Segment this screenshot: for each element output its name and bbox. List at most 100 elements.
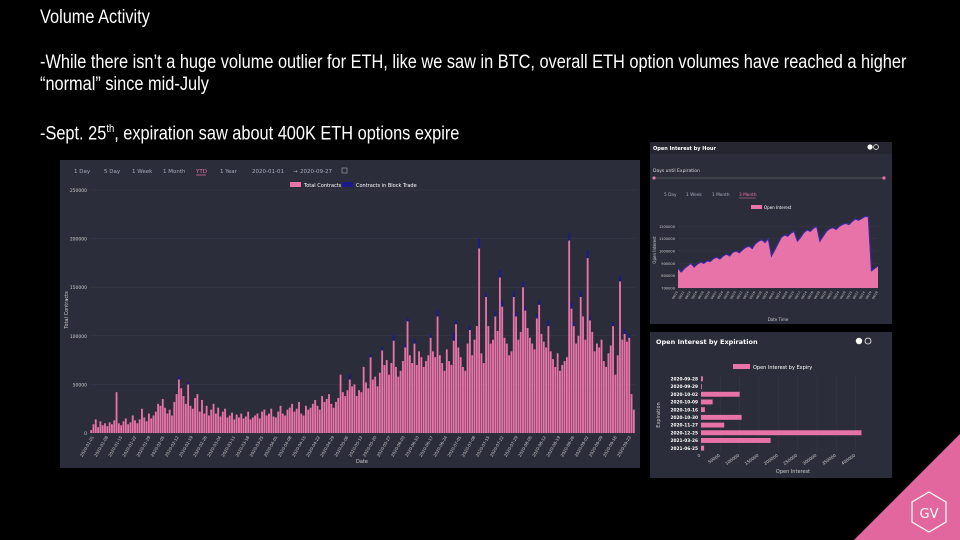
bar-total	[415, 364, 418, 433]
bar-total	[99, 421, 102, 433]
oih-range-1-month[interactable]: 1 Month	[712, 192, 730, 198]
bar-total	[263, 409, 266, 433]
oie-x-tick-label: 100000	[724, 453, 740, 466]
date-to[interactable]: 2020-09-27	[300, 169, 332, 175]
bar-total	[478, 248, 481, 433]
oih-x-tick-label: 09/24	[716, 290, 724, 300]
bar-total	[498, 277, 501, 433]
help-icon[interactable]	[873, 144, 879, 150]
bar-total	[501, 306, 504, 433]
bar-total	[221, 411, 224, 433]
info-icon[interactable]	[855, 337, 863, 345]
range-1-week[interactable]: 1 Week	[132, 169, 153, 175]
calendar-icon[interactable]	[341, 167, 348, 174]
bar-block	[498, 269, 501, 278]
oih-x-tick-label: 09/18	[697, 290, 705, 300]
oie-x-axis-label: Open Interest	[776, 469, 810, 475]
bar-total	[485, 296, 487, 433]
bar-total	[360, 392, 363, 433]
oih-y-tick-label: 900000	[661, 262, 675, 266]
slide-text: Volume Activity -While there isn’t a hug…	[40, 6, 940, 145]
bar-total	[480, 353, 483, 433]
bar-total	[612, 326, 614, 433]
bullet2-sup: th	[106, 123, 115, 135]
bar-total	[288, 407, 291, 433]
bar-total	[348, 379, 351, 433]
bar-total	[117, 423, 120, 433]
bar-total	[395, 366, 397, 433]
y-tick-label: 50000	[73, 382, 87, 388]
help-icon[interactable]	[864, 337, 872, 345]
oie-x-tick-label: 0	[697, 453, 702, 459]
bar-total	[482, 363, 485, 433]
bar-block	[515, 312, 517, 317]
oie-category-label: 2020-10-30	[671, 415, 699, 421]
oih-x-tick-label: 09/12	[794, 290, 802, 300]
bar-total	[268, 413, 270, 433]
bar-total	[586, 258, 589, 433]
oih-x-tick-label: 09/16	[690, 290, 698, 300]
bar-block	[619, 275, 621, 282]
bar-total	[141, 408, 143, 433]
range-1-year[interactable]: 1 Year	[220, 169, 238, 175]
oie-y-axis-label: Expiration	[656, 402, 662, 427]
bar-total	[445, 349, 448, 433]
bar-total	[307, 409, 310, 433]
bar-total	[314, 399, 317, 433]
bar-total	[436, 316, 439, 433]
oie-bar	[701, 422, 725, 428]
bar-total	[335, 401, 337, 433]
range-1-day[interactable]: 1 Day	[74, 169, 91, 175]
bar-total	[270, 408, 273, 433]
bar-total	[284, 415, 287, 433]
bar-total	[584, 339, 587, 433]
bar-total	[217, 407, 220, 433]
oih-area	[678, 216, 878, 288]
bar-total	[542, 341, 545, 433]
legend-swatch-block	[342, 182, 353, 187]
volume-panel: 1 Day 5 Day 1 Week 1 Month YTD 1 Year 2020-01…	[60, 160, 640, 468]
bar-total	[540, 333, 543, 433]
range-1-month[interactable]: 1 Month	[163, 169, 186, 175]
bar-total	[323, 401, 326, 433]
range-5-day[interactable]: 5 Day	[104, 169, 121, 175]
bar-total	[261, 411, 263, 433]
oih-x-tick-label: 09/26	[781, 290, 789, 300]
range-ytd[interactable]: YTD	[195, 169, 207, 175]
bar-total	[600, 339, 603, 433]
bar-total	[625, 341, 628, 433]
oih-x-tick-label: 09/10	[671, 290, 679, 300]
oih-x-tick-label: 09/16	[748, 290, 756, 300]
bar-block	[485, 293, 487, 297]
bar-total	[224, 408, 227, 433]
bar-total	[418, 351, 421, 433]
bar-total	[111, 424, 113, 433]
oih-x-tick-label: 09/26	[839, 290, 847, 300]
slider-handle-left[interactable]	[652, 176, 656, 180]
bar-total	[228, 415, 231, 433]
bar-total	[579, 296, 582, 433]
oih-range-1-week[interactable]: 1 Week	[686, 192, 702, 198]
bullet2-suffix: , expiration saw about 400K ETH options …	[114, 123, 460, 145]
oie-bar	[701, 384, 702, 390]
oih-range-3-month[interactable]: 3 Month	[739, 192, 757, 198]
bar-total	[508, 355, 511, 433]
bar-total	[531, 343, 534, 433]
oie-x-tick-label: 250000	[782, 453, 798, 466]
oih-range-5-day[interactable]: 5 Day	[664, 192, 677, 198]
oie-legend: Open Interest by Expiry	[753, 365, 812, 371]
oi-exp-title: Open Interest by Expiration	[656, 338, 758, 346]
oie-bar	[701, 437, 771, 443]
bar-total	[602, 361, 605, 433]
bar-total	[247, 411, 250, 433]
info-icon[interactable]	[867, 144, 873, 150]
bar-total	[332, 407, 335, 433]
svg-text:→: →	[293, 169, 298, 175]
bar-block	[628, 333, 631, 338]
bar-total	[274, 417, 277, 433]
bar-total	[291, 403, 293, 433]
date-from[interactable]: 2020-01-01	[252, 169, 284, 175]
bar-total	[277, 411, 280, 433]
slider-handle-right[interactable]	[882, 176, 886, 180]
bar-total	[487, 326, 490, 433]
